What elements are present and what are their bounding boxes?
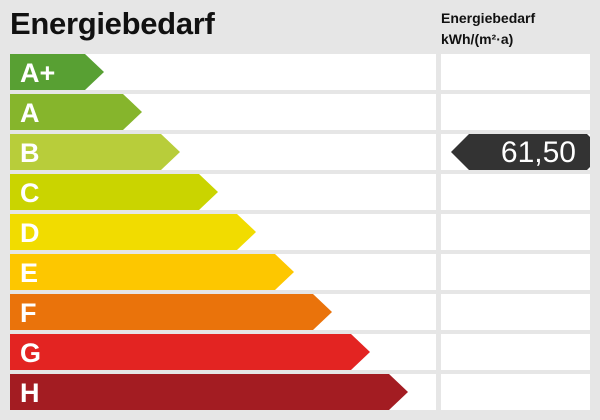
- class-arrow: [10, 174, 218, 210]
- value-cell: [441, 254, 590, 290]
- value-marker: 61,50: [451, 134, 590, 170]
- value-cell: [441, 54, 590, 90]
- class-label: C: [20, 178, 40, 208]
- class-label: A+: [20, 58, 56, 88]
- class-arrow: [10, 134, 180, 170]
- class-label: A: [20, 98, 40, 128]
- unit-header-line2: kWh/(m²·a): [441, 31, 514, 47]
- class-arrow: [10, 94, 142, 130]
- unit-header-line1: Energiebedarf: [441, 10, 536, 26]
- class-arrow: [10, 54, 104, 90]
- class-arrow: [10, 374, 408, 410]
- class-label: G: [20, 338, 42, 368]
- value-cell: [441, 374, 590, 410]
- class-label: F: [20, 298, 37, 328]
- class-arrow: [10, 214, 256, 250]
- class-label: E: [20, 258, 39, 288]
- marker-value: 61,50: [500, 136, 576, 169]
- unit-header: Energiebedarf kWh/(m²·a): [441, 8, 535, 50]
- value-cell: [441, 334, 590, 370]
- page-title: Energiebedarf: [10, 6, 215, 41]
- value-cell: [441, 94, 590, 130]
- class-arrow: [10, 254, 294, 290]
- value-cell: [441, 174, 590, 210]
- value-cell: [441, 214, 590, 250]
- class-label: D: [20, 218, 40, 248]
- class-arrow: [10, 294, 332, 330]
- marker-arrow: [451, 134, 590, 170]
- value-cell: [441, 294, 590, 330]
- class-label: B: [20, 138, 40, 168]
- class-arrow: [10, 334, 370, 370]
- class-label: H: [20, 378, 40, 408]
